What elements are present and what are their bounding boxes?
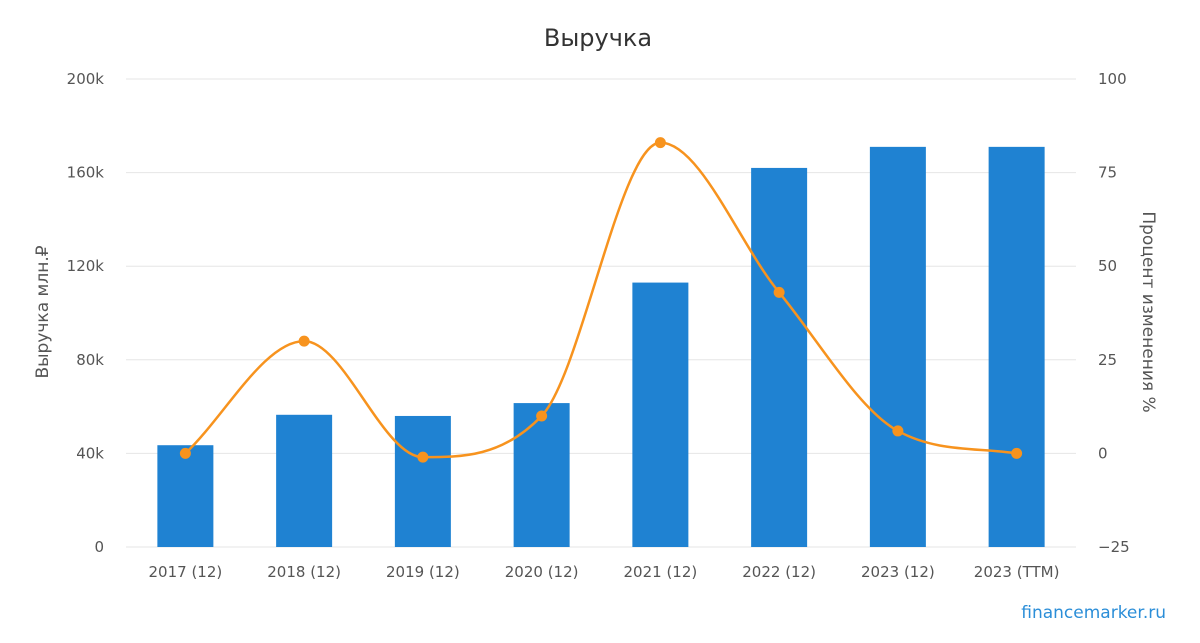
y-left-tick-label: 40k <box>76 444 104 462</box>
y-right-axis-ticks: −25 0 25 50 75 100 <box>1098 70 1130 556</box>
percent-change-line <box>184 141 1017 459</box>
line-point <box>892 425 904 437</box>
y-left-tick-label: 120k <box>67 257 105 275</box>
bar <box>513 403 570 547</box>
x-tick-label: 2023 (12) <box>861 563 935 581</box>
y-right-tick-label: −25 <box>1098 538 1130 556</box>
line-point <box>417 451 429 463</box>
x-tick-label: 2021 (12) <box>624 563 698 581</box>
y-left-tick-label: 80k <box>76 351 104 369</box>
bar <box>751 167 808 548</box>
y-right-tick-label: 0 <box>1098 444 1108 462</box>
y-right-tick-label: 100 <box>1098 70 1127 88</box>
y-right-tick-label: 25 <box>1098 351 1117 369</box>
line-series <box>179 137 1023 463</box>
y-right-tick-label: 50 <box>1098 257 1117 275</box>
x-tick-label: 2020 (12) <box>505 563 579 581</box>
y-left-tick-label: 160k <box>67 164 105 182</box>
watermark-text: financemarker.ru <box>1021 603 1166 623</box>
y-right-tick-label: 75 <box>1098 164 1117 182</box>
gridlines <box>126 78 1076 548</box>
y-left-tick-label: 200k <box>67 70 105 88</box>
x-axis-ticks: 2017 (12) 2018 (12) 2019 (12) 2020 (12) 2021… <box>149 563 1060 581</box>
line-point <box>654 137 666 149</box>
bar <box>632 282 689 547</box>
x-tick-label: 2018 (12) <box>267 563 341 581</box>
bar <box>869 146 926 548</box>
line-point <box>179 447 191 459</box>
y-left-axis-ticks: 0 40k 80k 120k 160k 200k <box>67 70 105 556</box>
line-point <box>298 335 310 347</box>
x-tick-label: 2017 (12) <box>149 563 223 581</box>
bar <box>157 445 214 547</box>
y-left-tick-label: 0 <box>94 538 104 556</box>
line-point <box>1011 447 1023 459</box>
y-right-axis-title: Процент изменения % <box>1138 211 1158 412</box>
y-left-axis-title: Выручка млн.₽ <box>33 245 53 378</box>
bar <box>988 146 1045 548</box>
line-point <box>773 286 785 298</box>
bar-series <box>157 146 1045 548</box>
x-tick-label: 2023 (TTM) <box>974 563 1060 581</box>
bar <box>276 414 333 547</box>
bar <box>394 415 451 547</box>
x-tick-label: 2022 (12) <box>742 563 816 581</box>
chart-title: Выручка <box>544 24 652 52</box>
line-point <box>536 410 548 422</box>
x-tick-label: 2019 (12) <box>386 563 460 581</box>
